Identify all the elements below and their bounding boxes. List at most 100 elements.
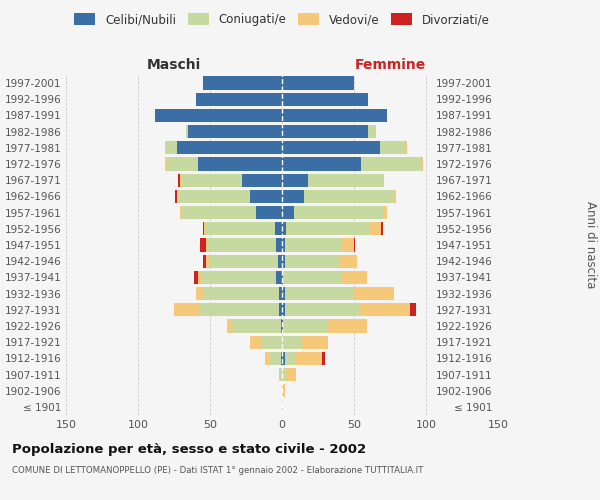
Bar — [200, 238, 206, 252]
Text: Maschi: Maschi — [147, 58, 201, 72]
Bar — [207, 238, 276, 252]
Bar — [177, 141, 282, 154]
Bar — [199, 158, 282, 170]
Text: Femmine: Femmine — [355, 58, 425, 72]
Bar — [293, 206, 383, 220]
Bar — [281, 352, 282, 365]
Bar — [282, 287, 285, 300]
Bar — [250, 190, 282, 203]
Bar — [302, 336, 328, 349]
Bar — [262, 336, 282, 349]
Text: Popolazione per età, sesso e stato civile - 2002: Popolazione per età, sesso e stato civil… — [12, 442, 366, 456]
Bar — [177, 190, 178, 203]
Bar — [282, 254, 285, 268]
Bar — [269, 352, 281, 365]
Bar — [286, 222, 370, 235]
Bar — [285, 254, 340, 268]
Bar — [279, 368, 282, 381]
Bar — [178, 174, 180, 187]
Bar — [282, 141, 380, 154]
Bar — [343, 238, 354, 252]
Bar — [282, 368, 285, 381]
Bar — [354, 287, 394, 300]
Bar — [304, 190, 393, 203]
Bar — [203, 287, 279, 300]
Bar — [250, 336, 262, 349]
Bar — [281, 320, 282, 332]
Bar — [279, 287, 282, 300]
Bar — [383, 206, 387, 220]
Bar — [175, 190, 177, 203]
Bar — [370, 222, 382, 235]
Bar — [368, 125, 376, 138]
Bar — [282, 303, 285, 316]
Text: COMUNE DI LETTOMANOPPELLO (PE) - Dati ISTAT 1° gennaio 2002 - Elaborazione TUTTI: COMUNE DI LETTOMANOPPELLO (PE) - Dati IS… — [12, 466, 424, 475]
Bar — [167, 158, 199, 170]
Bar — [406, 141, 407, 154]
Bar — [265, 352, 269, 365]
Bar — [285, 352, 296, 365]
Bar — [181, 206, 256, 220]
Bar — [282, 206, 293, 220]
Bar — [206, 238, 207, 252]
Bar — [322, 352, 325, 365]
Bar — [199, 270, 202, 284]
Bar — [203, 76, 282, 90]
Bar — [203, 222, 204, 235]
Bar — [282, 238, 285, 252]
Bar — [202, 270, 276, 284]
Bar — [326, 320, 367, 332]
Bar — [227, 320, 232, 332]
Bar — [155, 109, 282, 122]
Bar — [196, 287, 203, 300]
Bar — [282, 174, 308, 187]
Bar — [180, 174, 181, 187]
Bar — [380, 141, 406, 154]
Bar — [282, 320, 283, 332]
Bar — [276, 238, 282, 252]
Bar — [206, 254, 209, 268]
Bar — [276, 270, 282, 284]
Text: Anni di nascita: Anni di nascita — [584, 202, 597, 288]
Bar — [354, 238, 355, 252]
Bar — [282, 336, 302, 349]
Bar — [282, 190, 304, 203]
Bar — [282, 384, 285, 398]
Bar — [204, 222, 206, 235]
Bar — [282, 109, 387, 122]
Bar — [194, 270, 199, 284]
Bar — [282, 270, 283, 284]
Bar — [242, 174, 282, 187]
Bar — [178, 190, 250, 203]
Bar — [279, 303, 282, 316]
Bar — [360, 303, 410, 316]
Bar — [278, 254, 282, 268]
Bar — [340, 254, 357, 268]
Bar — [285, 287, 354, 300]
Bar — [341, 270, 367, 284]
Bar — [308, 174, 383, 187]
Legend: Celibi/Nubili, Coniugati/e, Vedovi/e, Divorziati/e: Celibi/Nubili, Coniugati/e, Vedovi/e, Di… — [70, 8, 494, 31]
Bar — [166, 141, 177, 154]
Bar — [203, 254, 206, 268]
Bar — [285, 368, 296, 381]
Bar — [283, 270, 341, 284]
Bar — [383, 174, 384, 187]
Bar — [232, 320, 281, 332]
Bar — [282, 76, 354, 90]
Bar — [256, 206, 282, 220]
Bar — [282, 222, 286, 235]
Bar — [180, 206, 181, 220]
Bar — [185, 125, 188, 138]
Bar — [275, 222, 282, 235]
Bar — [188, 125, 282, 138]
Bar — [283, 320, 326, 332]
Bar — [282, 352, 285, 365]
Bar — [285, 303, 360, 316]
Bar — [285, 238, 343, 252]
Bar — [410, 303, 416, 316]
Bar — [361, 158, 422, 170]
Bar — [200, 303, 279, 316]
Bar — [196, 92, 282, 106]
Bar — [282, 92, 368, 106]
